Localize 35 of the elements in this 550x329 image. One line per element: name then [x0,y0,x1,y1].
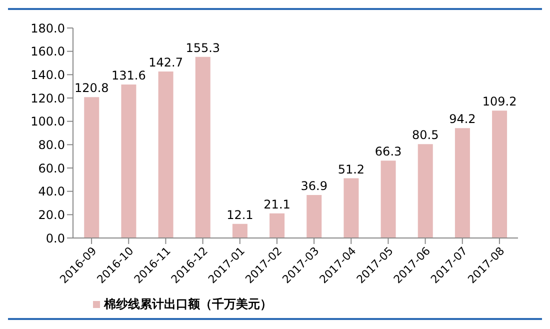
y-tick-label: 160.0 [30,44,65,59]
bar [306,194,322,238]
data-label: 51.2 [338,162,365,176]
legend-label: 棉纱线累计出口额（千万美元） [102,296,272,313]
y-tick-label: 60.0 [38,161,65,176]
data-label: 131.6 [112,68,146,82]
bar [195,56,210,238]
data-label: 94.2 [449,112,476,126]
y-tick-label: 180.0 [30,21,65,36]
y-tick-label: 80.0 [38,138,65,152]
y-tick-label: 40.0 [38,184,65,199]
data-label: 80.5 [412,128,439,142]
y-tick-label: 140.0 [30,68,65,82]
bar [418,144,433,238]
data-label: 12.1 [226,208,254,222]
bar [84,97,100,238]
bar [121,84,136,238]
data-label: 21.1 [264,197,290,212]
bar [344,178,359,238]
data-label: 155.3 [186,40,220,55]
y-tick-label: 100.0 [30,114,65,129]
bar [454,128,470,238]
y-tick-label: 0.0 [46,231,65,246]
y-tick-label: 120.0 [30,91,65,106]
y-tick-label: 20.0 [38,208,65,222]
bar [158,72,174,238]
bar [492,110,508,238]
bar [232,224,248,238]
bar [270,213,285,238]
bar [380,160,396,238]
data-label: 109.2 [482,94,517,109]
data-label: 36.9 [300,178,328,193]
data-label: 120.8 [74,81,109,96]
data-label: 66.3 [374,144,402,159]
data-label: 142.7 [148,56,183,70]
